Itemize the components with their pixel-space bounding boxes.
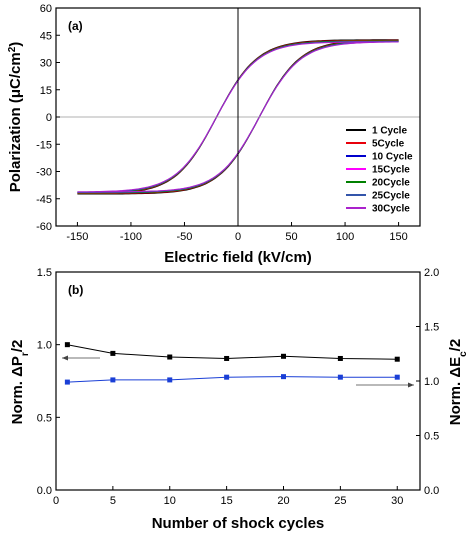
shock-series	[64, 342, 400, 385]
shock-right-y-axis-label: Norm. ΔEc/2	[447, 339, 469, 425]
right-y-label-end: /2	[447, 339, 464, 352]
shock-data-point	[64, 342, 70, 348]
legend-entry: 30Cycle	[372, 204, 410, 215]
shock-x-axis-label: Number of shock cycles	[152, 515, 325, 532]
shock-data-point	[167, 354, 173, 360]
shock-x-tick-label: 15	[221, 495, 233, 507]
hysteresis-y-tick-label: -45	[36, 194, 52, 206]
panel-a-label: (a)	[68, 19, 83, 33]
shock-x-tick-label: 0	[53, 495, 59, 507]
shock-right-y-tick-label: 1.0	[424, 376, 439, 388]
legend-entry: 5Cycle	[372, 139, 405, 150]
hysteresis-x-tick-label: -150	[66, 231, 88, 243]
hysteresis-y-axis-label: Polarization (μC/cm2)	[7, 42, 25, 193]
shock-x-tick-label: 25	[334, 495, 346, 507]
shock-x-tick-label: 10	[164, 495, 176, 507]
shock-data-point	[281, 374, 286, 380]
hysteresis-y-label-end: )	[7, 42, 24, 47]
shock-data-point	[281, 353, 286, 359]
shock-data-point	[337, 355, 343, 361]
shock-data-point	[167, 377, 173, 383]
hysteresis-y-tick-label: 0	[46, 112, 52, 124]
legend-entry: 20Cycle	[372, 178, 410, 189]
shock-x-tick-label: 30	[391, 495, 403, 507]
axis-indicator-arrows	[62, 355, 414, 388]
shock-left-y-tick-label: 0.0	[37, 485, 52, 497]
hysteresis-y-tick-label: 60	[40, 3, 52, 15]
hysteresis-x-tick-label: 100	[336, 231, 354, 243]
hysteresis-x-tick-label: 50	[285, 231, 297, 243]
shock-cycle-panel: 0 5 10 15 20 25 30 0.0 0.5 1.0 1.5 0.0 0.5 1.0 1.5 2.…	[9, 267, 469, 532]
shock-left-y-ticks: 0.0 0.5 1.0 1.5	[37, 267, 60, 497]
hysteresis-y-tick-label: 15	[40, 85, 52, 97]
shock-right-y-tick-label: 2.0	[424, 267, 439, 279]
hysteresis-y-tick-label: -60	[36, 221, 52, 233]
shock-right-y-tick-label: 0.0	[424, 485, 439, 497]
hysteresis-y-tick-label: 45	[40, 30, 52, 42]
left-y-label-sub: r	[20, 352, 31, 356]
legend-entry: 15Cycle	[372, 165, 410, 176]
shock-right-y-tick-label: 0.5	[424, 431, 439, 443]
hysteresis-loop	[77, 41, 399, 193]
shock-data-point	[394, 356, 400, 362]
right-y-label-main: Norm. ΔE	[447, 357, 464, 425]
hysteresis-y-tick-label: -30	[36, 167, 52, 179]
hysteresis-loops	[77, 39, 399, 195]
hysteresis-y-tick-label: 30	[40, 58, 52, 70]
legend-entry: 10 Cycle	[372, 152, 413, 163]
shock-right-y-ticks: 0.0 0.5 1.0 1.5 2.0	[416, 267, 439, 497]
shock-left-y-axis-label: Norm. ΔPr/2	[9, 340, 31, 425]
hysteresis-y-label-sup: 2	[7, 46, 18, 52]
shock-left-y-tick-label: 0.5	[37, 412, 52, 424]
shock-right-y-tick-label: 1.5	[424, 322, 439, 334]
hysteresis-y-label-unit: μC/cm	[7, 52, 24, 98]
shock-data-point	[64, 379, 70, 385]
shock-left-y-tick-label: 1.5	[37, 267, 52, 279]
shock-data-point	[110, 377, 116, 383]
shock-data-point	[394, 374, 400, 380]
legend-entry: 1 Cycle	[372, 126, 407, 137]
shock-data-point	[224, 374, 230, 380]
hysteresis-x-ticks: -150 -100 -50 0 50 100 150	[66, 222, 408, 243]
panel-b-label: (b)	[68, 283, 83, 297]
shock-data-point	[110, 350, 116, 356]
hysteresis-x-tick-label: 0	[235, 231, 241, 243]
left-y-label-main: Norm. ΔP	[9, 356, 26, 424]
hysteresis-y-tick-label: -15	[36, 139, 52, 151]
shock-x-tick-label: 5	[110, 495, 116, 507]
hysteresis-panel: -150 -100 -50 0 50 100 150 -60-45-30-150153045…	[7, 3, 421, 266]
right-y-label-sub: c	[458, 351, 469, 357]
legend-entry: 25Cycle	[372, 191, 410, 202]
right-axis-arrow-head	[408, 382, 414, 388]
shock-data-point	[337, 374, 343, 380]
shock-x-ticks: 0 5 10 15 20 25 30	[53, 486, 403, 507]
hysteresis-y-label-main: Polarization (	[7, 98, 24, 192]
hysteresis-x-tick-label: -100	[120, 231, 142, 243]
shock-left-y-tick-label: 1.0	[37, 340, 52, 352]
hysteresis-x-tick-label: 150	[389, 231, 407, 243]
hysteresis-legend: 1 Cycle 5Cycle 10 Cycle 15Cycle 20Cycle 25Cyc…	[346, 126, 413, 215]
shock-x-tick-label: 20	[277, 495, 289, 507]
shock-data-point	[224, 355, 230, 361]
hysteresis-x-tick-label: -50	[177, 231, 193, 243]
left-y-label-end: /2	[9, 340, 26, 353]
hysteresis-x-axis-label: Electric field (kV/cm)	[164, 249, 312, 266]
left-axis-arrow-head	[62, 355, 68, 361]
hysteresis-y-ticks: -60 -45 -30 -15 0 15 30 45 60	[36, 3, 60, 233]
